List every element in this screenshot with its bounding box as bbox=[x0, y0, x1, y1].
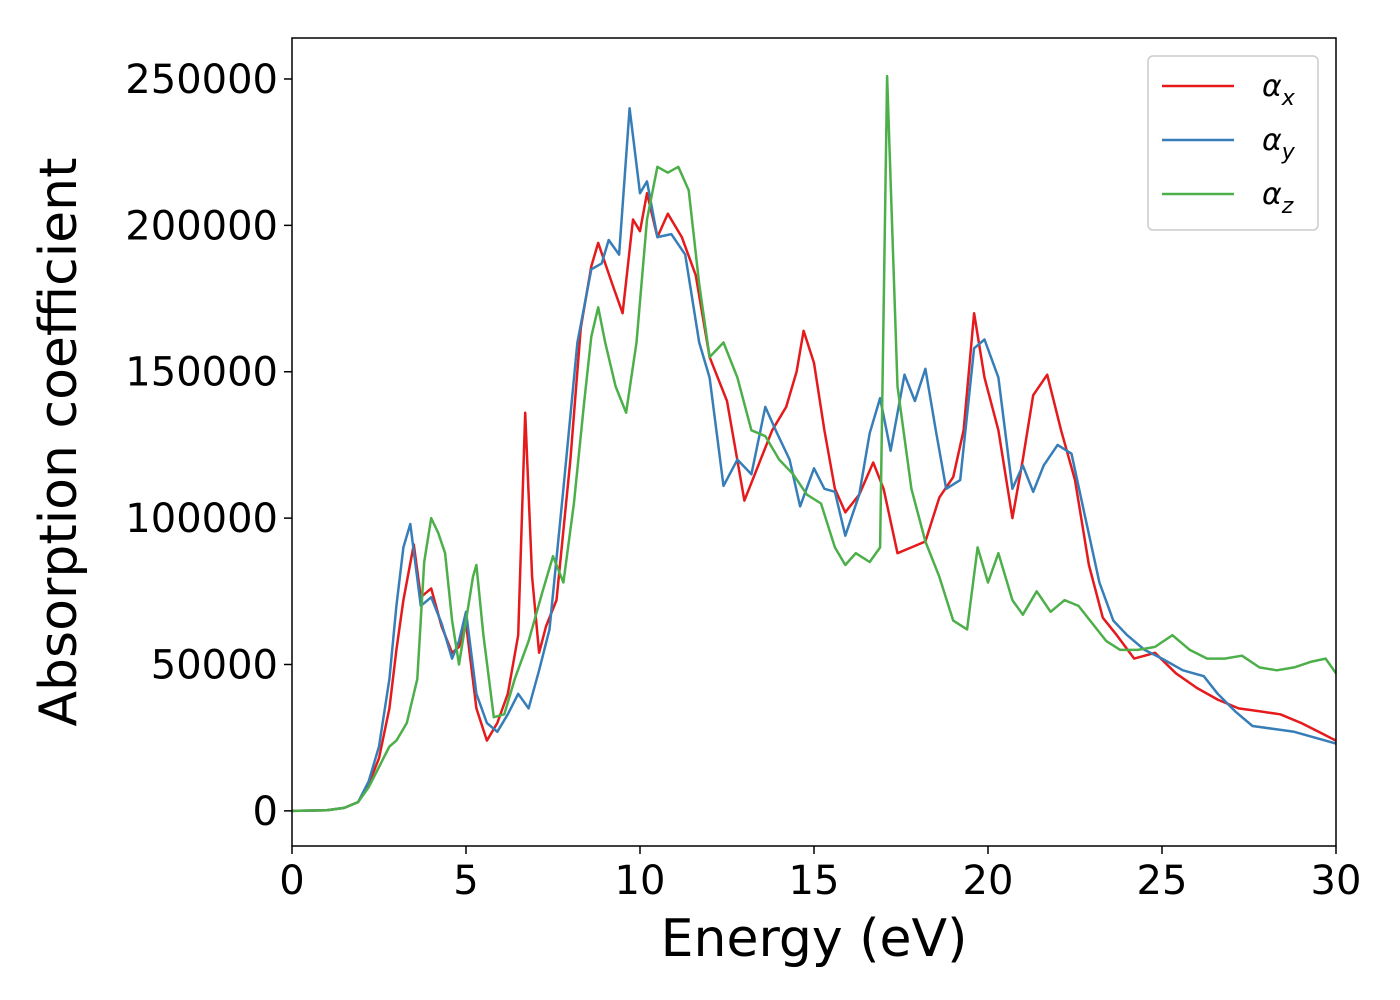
legend: αx αy αz bbox=[1147, 55, 1319, 231]
legend-label-alpha-z: αz bbox=[1262, 177, 1294, 219]
legend-label-alpha-y: αy bbox=[1262, 123, 1296, 165]
plot-frame bbox=[291, 37, 1337, 847]
x-ticks-group: 0 5 10 15 20 25 30 bbox=[279, 846, 1361, 904]
x-tick-label: 5 bbox=[453, 858, 478, 904]
y-tick-label: 0 bbox=[253, 789, 278, 835]
x-tick-label: 20 bbox=[963, 858, 1014, 904]
y-tick-label: 100000 bbox=[125, 496, 278, 542]
series-line-alpha-z bbox=[292, 74, 1336, 813]
y-axis-title: Absorption coefficient bbox=[29, 157, 89, 726]
x-tick-label: 25 bbox=[1137, 858, 1188, 904]
x-axis-title: Energy (eV) bbox=[661, 909, 968, 969]
y-tick-label: 200000 bbox=[125, 203, 278, 249]
legend-box bbox=[1147, 55, 1319, 231]
x-tick-label: 10 bbox=[615, 858, 666, 904]
x-tick-label: 30 bbox=[1311, 858, 1362, 904]
legend-label-alpha-x: αx bbox=[1262, 69, 1296, 111]
plot-area bbox=[292, 74, 1336, 813]
y-tick-label: 250000 bbox=[125, 57, 278, 103]
y-ticks-group: 0 50000 100000 150000 200000 250000 bbox=[125, 57, 292, 835]
y-tick-label: 50000 bbox=[151, 642, 278, 688]
x-tick-label: 0 bbox=[279, 858, 304, 904]
x-tick-label: 15 bbox=[789, 858, 840, 904]
series-line-alpha-x bbox=[292, 191, 1336, 813]
y-tick-label: 150000 bbox=[125, 350, 278, 396]
